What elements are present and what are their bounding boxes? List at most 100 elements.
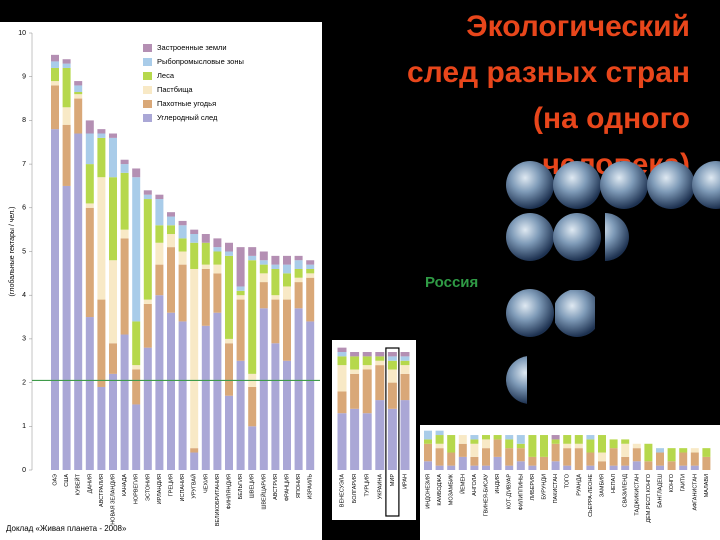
- y-tick-label: 5: [22, 248, 26, 255]
- bar-segment: [563, 448, 572, 466]
- y-tick-label: 9: [22, 74, 26, 81]
- bar-segment: [424, 461, 432, 470]
- bar-segment: [586, 465, 595, 470]
- bar-segment: [435, 465, 444, 470]
- bar-segment: [97, 386, 106, 470]
- bar-segment: [143, 190, 152, 195]
- x-tick-label: БОЛГАРИЯ: [352, 474, 358, 503]
- bar-segment: [178, 264, 187, 322]
- bar-segment: [362, 413, 372, 470]
- bar-segment: [482, 448, 490, 466]
- x-tick-label: ГВИНЕЯ-БИСАУ: [483, 474, 489, 517]
- bar-segment: [271, 295, 280, 300]
- bar-segment: [470, 443, 479, 457]
- bar-segment: [598, 435, 606, 453]
- bar-segment: [190, 452, 199, 470]
- bar-segment: [294, 277, 303, 283]
- bar-segment: [563, 465, 572, 470]
- bar-segment: [85, 207, 94, 318]
- x-tick-label: МОЗАМБИК: [449, 473, 455, 505]
- x-tick-label: ИЗРАИЛЬ: [308, 474, 314, 500]
- bar-segment: [85, 317, 94, 470]
- bar-segment: [120, 229, 129, 239]
- bar-segment: [97, 137, 106, 178]
- bar-segment: [400, 373, 410, 401]
- bar-segment: [350, 373, 360, 409]
- bar-segment: [447, 435, 456, 453]
- bar-segment: [702, 448, 711, 457]
- x-tick-label: БУРУНДИ: [541, 474, 547, 500]
- bar-segment: [167, 225, 175, 235]
- bar-segment: [424, 430, 432, 440]
- source-note: Доклад «Живая планета - 2008»: [6, 524, 127, 533]
- bar-segment: [294, 268, 303, 278]
- legend-label: Леса: [157, 71, 175, 80]
- bar-segment: [493, 435, 502, 440]
- bar-segment: [400, 352, 410, 357]
- bar-segment: [51, 67, 59, 82]
- x-tick-label: АФГАНИСТАН: [692, 474, 698, 511]
- bar-segment: [337, 391, 347, 414]
- bar-segment: [259, 260, 268, 265]
- bar-segment: [375, 360, 385, 366]
- bar-segment: [143, 194, 152, 200]
- bar-segment: [132, 404, 141, 470]
- bar-segment: [387, 408, 397, 470]
- bar-segment: [447, 452, 456, 466]
- bar-segment: [225, 255, 233, 339]
- bar-segment: [528, 456, 537, 466]
- bar-segment: [574, 443, 583, 449]
- bar-segment: [375, 352, 385, 357]
- bar-segment: [132, 365, 141, 370]
- y-tick-label: 3: [22, 336, 26, 343]
- bar-segment: [337, 352, 347, 357]
- x-tick-label: ЭСТОНИЯ: [145, 474, 151, 501]
- bar-segment: [85, 164, 94, 204]
- bar-segment: [690, 448, 699, 453]
- x-tick-label: КАМБОДЖА: [437, 474, 443, 506]
- bar-segment: [74, 94, 83, 99]
- bar-segment: [190, 234, 199, 243]
- bar-segment: [167, 247, 175, 313]
- bar-segment: [201, 268, 210, 326]
- bar-segment: [400, 400, 410, 470]
- bar-segment: [306, 268, 315, 274]
- x-tick-label: ФИНЛЯНДИЯ: [226, 474, 232, 509]
- x-tick-label: МАЛАВИ: [704, 474, 710, 497]
- x-tick-label: НОРВЕГИЯ: [134, 474, 140, 504]
- title-line: (на одного: [533, 102, 690, 135]
- bar-segment: [516, 435, 525, 444]
- bar-segment: [679, 448, 688, 453]
- bar-segment: [621, 443, 630, 457]
- bar-segment: [337, 365, 347, 392]
- bar-segment: [259, 273, 268, 283]
- x-tick-label: ТОГО: [565, 473, 571, 488]
- bar-segment: [516, 461, 525, 470]
- x-tick-label: ЯПОНИЯ: [296, 474, 302, 498]
- bar-segment: [632, 448, 641, 462]
- bar-segment: [201, 234, 210, 243]
- bar-segment: [387, 356, 397, 361]
- x-tick-label: КОТ-Д'ИВУАР: [507, 474, 513, 510]
- bar-segment: [271, 343, 280, 470]
- bar-segment: [609, 439, 618, 449]
- bar-segment: [387, 352, 397, 357]
- bar-segment: [493, 456, 502, 470]
- bar-segment: [236, 299, 245, 361]
- bar-segment: [306, 277, 315, 322]
- y-tick-label: 0: [22, 467, 26, 474]
- x-tick-label: БЕЛЬГИЯ: [238, 474, 244, 499]
- bar-segment: [563, 443, 572, 449]
- bar-segment: [190, 268, 199, 449]
- x-tick-label: ГРЕЦИЯ: [168, 474, 174, 496]
- bar-segment: [493, 439, 502, 457]
- bar-segment: [109, 133, 117, 138]
- bar-segment: [586, 435, 595, 440]
- bar-segment: [85, 120, 94, 134]
- x-tick-label: НОВАЯ ЗЕЛАНДИЯ: [110, 474, 116, 525]
- bar-segment: [109, 137, 117, 178]
- bar-segment: [551, 461, 560, 470]
- bar-segment: [387, 369, 397, 383]
- bar-segment: [387, 360, 397, 370]
- bar-segment: [97, 177, 106, 300]
